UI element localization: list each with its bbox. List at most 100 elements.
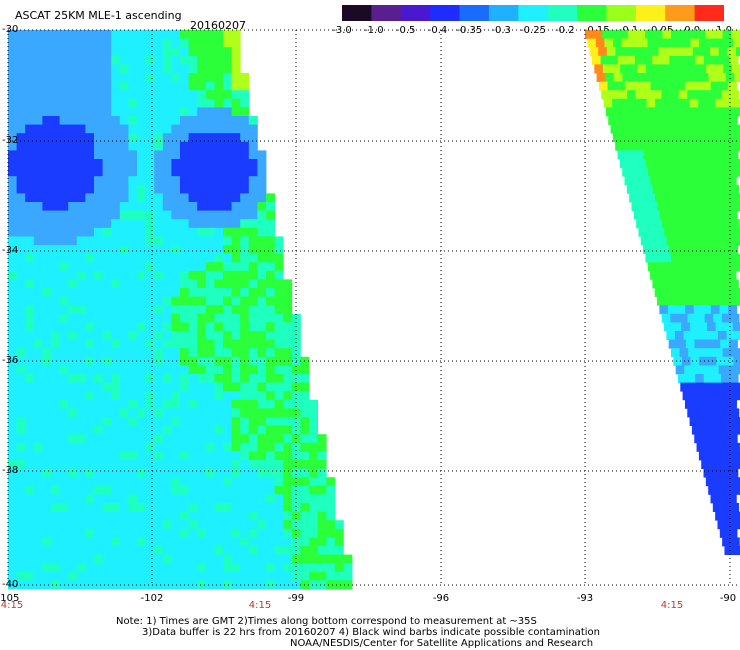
map-data-cell [240,348,250,358]
map-data-cell [180,167,189,177]
map-data-cell [214,356,224,366]
map-data-cell [734,425,740,435]
map-data-cell [702,434,712,444]
map-data-cell [240,107,250,117]
map-data-cell [231,98,241,108]
map-data-cell [629,98,639,108]
map-data-cell [171,47,181,57]
map-data-cell [59,176,69,186]
map-data-cell [648,107,658,117]
map-data-cell [300,511,310,521]
map-data-cell [688,382,698,392]
map-data-cell [171,391,181,401]
map-data-cell [119,167,129,177]
map-data-cell [732,322,740,332]
map-data-cell [694,339,704,349]
map-data-cell [257,511,267,521]
map-data-cell [25,253,35,263]
map-data-cell [654,64,664,74]
map-data-cell [111,460,121,469]
map-data-cell [630,167,640,177]
map-data-cell [733,546,740,555]
map-data-cell [197,262,207,272]
map-data-cell [687,184,697,194]
map-data-cell [137,279,146,289]
map-data-cell [171,98,181,108]
map-data-cell [735,460,740,469]
map-data-cell [180,288,189,297]
map-data-cell [76,98,86,108]
map-data-cell [610,124,620,134]
map-data-cell [25,150,35,160]
map-data-cell [8,520,17,530]
map-data-cell [94,227,103,237]
map-data-cell [197,90,207,100]
map-data-cell [25,184,35,194]
map-data-cell [274,460,284,469]
map-data-cell [649,141,659,151]
map-data-cell [647,38,657,48]
map-data-cell [283,442,293,452]
map-data-cell [33,73,43,82]
map-data-cell [33,219,43,229]
map-data-cell [162,399,172,409]
map-data-cell [162,64,172,74]
map-data-cell [205,511,215,521]
map-data-cell [266,253,275,263]
map-data-cell [154,339,164,349]
map-data-cell [291,408,301,418]
map-data-cell [128,210,138,220]
map-data-cell [696,348,706,358]
map-data-cell [102,55,112,65]
map-data-cell [214,537,224,547]
map-data-cell [119,227,129,237]
map-data-cell [188,374,198,383]
map-data-cell [42,391,52,401]
map-data-cell [119,193,129,203]
map-data-cell [188,184,198,194]
map-data-cell [283,477,293,487]
map-data-cell [94,322,103,332]
map-data-cell [214,167,224,177]
map-data-cell [119,477,129,487]
map-data-cell [76,322,86,332]
map-data-cell [119,468,129,478]
map-data-cell [42,279,52,289]
map-data-cell [601,90,611,100]
map-data-cell [197,417,207,426]
map-data-cell [248,124,258,134]
map-data-cell [698,98,708,108]
map-data-cell [214,391,224,401]
map-data-cell [162,382,172,392]
map-data-cell [594,64,604,74]
map-data-cell [119,434,129,444]
map-data-cell [94,554,103,564]
map-data-cell [188,356,198,366]
map-data-cell [257,305,267,315]
map-data-cell [240,288,250,297]
map-data-cell [145,382,155,392]
map-data-cell [703,374,713,383]
map-data-cell [154,150,164,160]
map-data-cell [240,563,250,573]
map-data-cell [334,563,344,573]
map-data-cell [68,270,78,280]
map-data-cell [197,425,207,435]
map-data-cell [162,124,172,134]
map-data-cell [76,356,86,366]
map-data-cell [128,434,138,444]
map-data-cell [25,236,35,246]
map-data-cell [16,563,26,573]
map-data-cell [699,167,709,177]
color-scale-segment [547,5,578,21]
map-data-cell [68,176,78,186]
map-data-cell [111,116,121,125]
map-data-cell [33,477,43,487]
map-data-cell [8,511,17,521]
map-data-cell [16,322,26,332]
map-data-cell [42,98,52,108]
map-data-cell [162,107,172,117]
map-data-cell [119,30,129,39]
map-data-cell [283,339,293,349]
map-data-cell [51,116,60,125]
